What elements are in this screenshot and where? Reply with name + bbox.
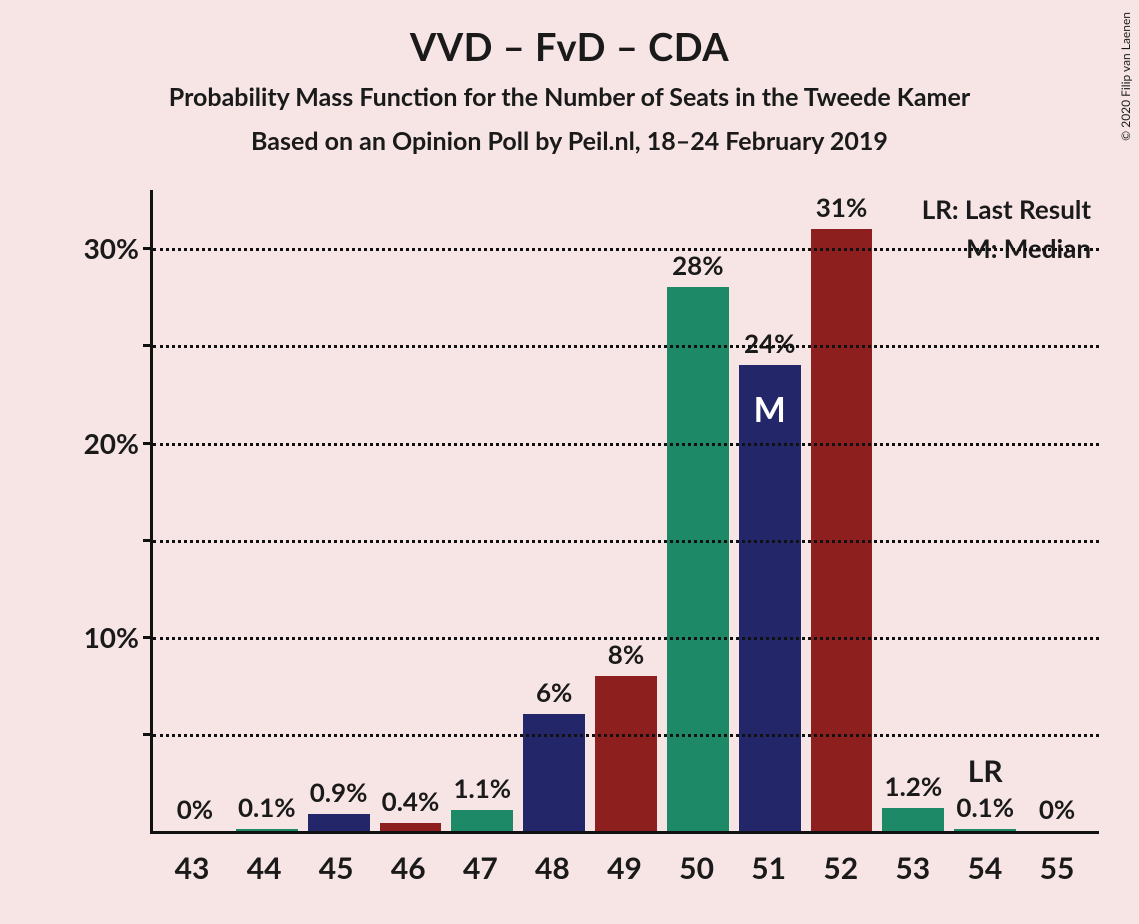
bar: 24%M xyxy=(739,365,801,831)
x-tick-label: 43 xyxy=(156,834,228,894)
bar-value-label: 0.1% xyxy=(956,791,1014,823)
bar: 0.1% xyxy=(236,829,298,831)
bar: 1.2% xyxy=(882,808,944,831)
x-tick-label: 52 xyxy=(805,834,877,894)
x-tick-label: 47 xyxy=(444,834,516,894)
median-marker: M xyxy=(754,389,786,430)
bar: 31% xyxy=(811,229,873,831)
bar-value-label: 1.1% xyxy=(453,772,511,804)
bar: 0.4% xyxy=(380,823,442,831)
chart-subtitle-1: Probability Mass Function for the Number… xyxy=(0,82,1139,112)
bar-value-label: 0% xyxy=(177,793,213,825)
bar-value-label: 0.1% xyxy=(238,791,296,823)
chart-title: VVD – FvD – CDA xyxy=(0,0,1139,70)
x-tick-label: 55 xyxy=(1021,834,1093,894)
x-tick-label: 50 xyxy=(661,834,733,894)
bar-value-label: 1.2% xyxy=(885,770,943,802)
bar: 6% xyxy=(523,714,585,831)
plot-area: LR: Last Result M: Median 0%0.1%0.9%0.4%… xyxy=(150,190,1099,834)
y-tick-label: 30% xyxy=(84,231,139,265)
bar-value-label: 0% xyxy=(1039,793,1075,825)
gridline xyxy=(153,345,1099,348)
bar: 0.1% xyxy=(954,829,1016,831)
x-tick-label: 44 xyxy=(228,834,300,894)
x-tick-label: 46 xyxy=(372,834,444,894)
bar: 0.9% xyxy=(308,814,370,831)
copyright-text: © 2020 Filip van Laenen xyxy=(1118,12,1133,141)
bar: 28% xyxy=(667,287,729,831)
x-tick-label: 45 xyxy=(300,834,372,894)
y-tick-mark xyxy=(143,247,153,250)
bar: 8% xyxy=(595,676,657,831)
bar: 1.1% xyxy=(451,810,513,831)
gridline xyxy=(153,443,1099,446)
y-tick-label: 10% xyxy=(84,620,139,654)
chart-subtitle-2: Based on an Opinion Poll by Peil.nl, 18–… xyxy=(0,126,1139,156)
bar-value-label: 6% xyxy=(536,676,572,708)
x-tick-label: 53 xyxy=(877,834,949,894)
gridline xyxy=(153,734,1099,737)
x-tick-label: 54 xyxy=(949,834,1021,894)
bar-value-label: 0.4% xyxy=(382,785,440,817)
gridline xyxy=(153,248,1099,251)
x-tick-label: 51 xyxy=(733,834,805,894)
last-result-marker: LR xyxy=(968,753,1003,789)
chart-container: LR: Last Result M: Median 0%0.1%0.9%0.4%… xyxy=(60,190,1109,894)
y-tick-mark xyxy=(143,344,153,347)
x-tick-label: 48 xyxy=(516,834,588,894)
gridline xyxy=(153,540,1099,543)
x-tick-label: 49 xyxy=(588,834,660,894)
y-tick-mark xyxy=(143,442,153,445)
bar-value-label: 8% xyxy=(608,638,644,670)
y-tick-mark xyxy=(143,733,153,736)
y-tick-label: 20% xyxy=(84,426,139,460)
bar-value-label: 28% xyxy=(672,249,723,281)
y-tick-mark xyxy=(143,636,153,639)
x-axis-ticks: 43444546474849505152535455 xyxy=(150,834,1099,894)
y-tick-mark xyxy=(143,539,153,542)
bar-value-label: 24% xyxy=(744,327,795,359)
bar-value-label: 31% xyxy=(816,191,867,223)
gridline xyxy=(153,637,1099,640)
bar-value-label: 0.9% xyxy=(310,776,368,808)
